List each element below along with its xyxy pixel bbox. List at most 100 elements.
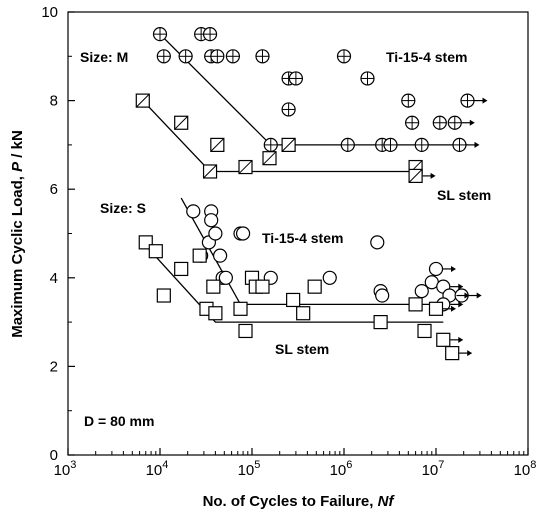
marker-circle bbox=[322, 270, 337, 285]
circle-plus-marker bbox=[336, 49, 352, 64]
square-slash-marker bbox=[174, 115, 189, 130]
runout-arrow bbox=[466, 141, 480, 148]
marker-square bbox=[307, 279, 322, 294]
annotation-sl-s: SL stem bbox=[275, 341, 329, 357]
circle-plus-marker bbox=[414, 137, 429, 152]
circle-marker bbox=[204, 213, 219, 228]
marker-square bbox=[192, 248, 207, 263]
runout-arrow bbox=[459, 350, 473, 357]
marker-slash bbox=[408, 169, 423, 183]
marker-slash bbox=[135, 93, 150, 108]
runout-head bbox=[451, 265, 456, 272]
marker-square bbox=[286, 292, 301, 308]
marker-slash bbox=[174, 115, 189, 130]
runout-head bbox=[430, 172, 436, 179]
annotation-ti-s: Ti-15-4 stem bbox=[262, 230, 343, 246]
square-marker bbox=[286, 292, 301, 308]
marker-square bbox=[417, 323, 432, 339]
x-tick-label: 105 bbox=[238, 459, 261, 479]
annotation-sl-m: SL stem bbox=[437, 187, 491, 203]
runout-head bbox=[458, 336, 464, 343]
circle-marker bbox=[208, 226, 223, 241]
marker-square bbox=[408, 297, 423, 312]
circle-marker bbox=[375, 288, 390, 303]
x-tick-label: 106 bbox=[330, 459, 353, 479]
marker-circle bbox=[375, 288, 390, 303]
runout-head bbox=[464, 292, 470, 299]
y-tick-label: 2 bbox=[50, 358, 58, 375]
marker-square bbox=[233, 301, 248, 316]
marker-circle bbox=[212, 248, 228, 263]
square-marker bbox=[233, 301, 248, 316]
y-ticks: 0 2 4 6 8 10 bbox=[41, 4, 75, 464]
circle-plus-marker bbox=[281, 102, 296, 117]
runout-head bbox=[458, 301, 464, 308]
circle-marker bbox=[212, 248, 228, 263]
circle-marker bbox=[322, 270, 337, 285]
runout-arrow bbox=[474, 97, 488, 104]
square-marker bbox=[307, 279, 322, 294]
square-marker bbox=[417, 323, 432, 339]
marker-circle bbox=[218, 270, 233, 285]
circle-plus-marker bbox=[255, 49, 270, 64]
runout-arrow bbox=[443, 305, 456, 312]
square-marker bbox=[428, 301, 444, 316]
square-marker bbox=[255, 279, 270, 294]
marker-square bbox=[445, 346, 460, 361]
marker-slash bbox=[210, 138, 225, 152]
circle-plus-marker bbox=[288, 71, 303, 86]
y-tick-label: 0 bbox=[50, 447, 58, 464]
square-marker bbox=[436, 332, 451, 347]
runout-arrow bbox=[456, 292, 470, 299]
annotation-size-s: Size: S bbox=[100, 200, 146, 216]
marker-square bbox=[428, 301, 444, 316]
runout-arrow bbox=[461, 119, 475, 126]
x-ticks: 103 104 105 106 107 108 bbox=[54, 448, 537, 479]
marker-square bbox=[156, 288, 171, 303]
annotation-diameter: D = 80 mm bbox=[84, 413, 154, 429]
circle-marker bbox=[370, 235, 385, 250]
circle-plus-marker bbox=[401, 93, 416, 108]
marker-circle bbox=[235, 226, 251, 241]
circle-plus-marker bbox=[452, 137, 467, 152]
circle-plus-marker bbox=[152, 27, 168, 42]
square-slash-marker bbox=[135, 93, 150, 108]
circle-marker bbox=[186, 204, 201, 219]
circle-plus-marker bbox=[405, 115, 420, 130]
data-points bbox=[135, 27, 488, 361]
circle-marker bbox=[428, 261, 444, 277]
x-tick-label: 103 bbox=[54, 459, 77, 479]
trend-line bbox=[142, 100, 416, 173]
runout-head bbox=[476, 292, 482, 299]
square-slash-marker bbox=[408, 168, 423, 184]
circle-plus-marker bbox=[447, 115, 462, 130]
circle-plus-marker bbox=[383, 137, 398, 152]
runout-arrow bbox=[450, 283, 464, 290]
square-slash-marker bbox=[210, 137, 225, 152]
y-tick-label: 10 bbox=[41, 4, 58, 21]
square-marker bbox=[174, 261, 189, 277]
x-tick-label: 104 bbox=[146, 459, 169, 479]
marker-slash bbox=[238, 160, 253, 174]
runout-head bbox=[474, 141, 480, 148]
square-slash-marker bbox=[238, 159, 253, 175]
marker-square bbox=[296, 306, 311, 321]
trend-line bbox=[142, 241, 444, 323]
marker-slash bbox=[262, 151, 277, 166]
y-tick-label: 8 bbox=[50, 93, 58, 110]
circle-plus-marker bbox=[432, 115, 447, 130]
marker-square bbox=[436, 332, 451, 347]
circle-plus-marker bbox=[360, 71, 375, 86]
y-axis-title: Maximum Cyclic Load, P / kN bbox=[9, 130, 26, 338]
marker-square bbox=[238, 323, 253, 339]
runout-arrow bbox=[468, 292, 482, 299]
y-tick-label: 4 bbox=[50, 270, 58, 287]
marker-circle bbox=[186, 204, 201, 219]
circle-plus-marker bbox=[340, 137, 355, 152]
circle-plus-marker bbox=[460, 93, 475, 108]
marker-slash bbox=[203, 164, 217, 179]
marker-square bbox=[148, 244, 163, 259]
square-marker bbox=[148, 244, 163, 259]
x-tick-label: 108 bbox=[514, 459, 537, 479]
